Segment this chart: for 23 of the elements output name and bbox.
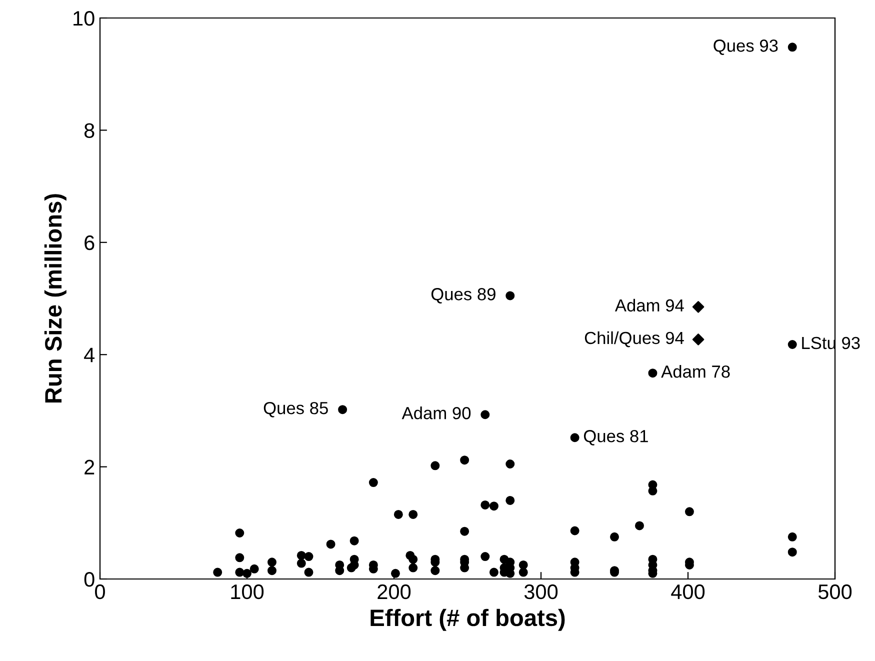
annotation: Chil/Ques 94 [584,331,684,348]
annotation: Ques 93 [714,40,778,55]
y-tick-label: 4 [84,348,95,362]
y-tick-label: 2 [84,460,94,474]
annotation: Adam 78 [661,365,730,378]
x-axis-title: Effort (# of boats) [370,608,565,631]
x-tick-label: 0 [95,584,105,600]
y-tick-label: 0 [84,572,94,587]
y-tick-label: 6 [84,235,94,250]
x-tick-label: 500 [818,584,852,600]
x-tick-label: 400 [671,584,705,600]
annotation: LStu 93 [802,336,860,350]
annotation: Adam 94 [614,298,684,312]
annotation: Ques 81 [584,430,648,446]
annotation: Ques 89 [431,288,496,304]
annotation: Ques 85 [264,402,328,418]
y-axis-title: Run Size (millions) [44,194,66,403]
x-tick-label: 300 [524,584,558,600]
annotation: Adam 90 [402,406,471,420]
y-tick-label: 10 [74,11,94,26]
y-tick-label: 8 [84,123,94,138]
x-tick-label: 200 [378,584,411,600]
x-tick-label: 100 [231,584,264,600]
